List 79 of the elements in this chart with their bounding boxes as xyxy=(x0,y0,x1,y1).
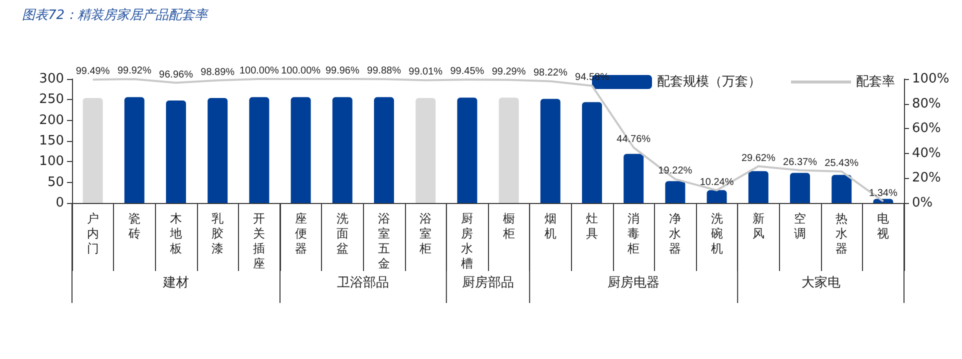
data-label: 100.00% xyxy=(281,66,321,76)
bar xyxy=(540,98,560,203)
x-tick-label: 灶具 xyxy=(586,212,598,240)
data-label: 10.24% xyxy=(700,176,734,188)
bar xyxy=(582,102,602,203)
x-tick-label: 新风 xyxy=(752,212,764,240)
x-tick-label: 洗碗机 xyxy=(710,212,723,256)
data-label: 99.29% xyxy=(492,66,526,78)
x-tick-label: 热水器 xyxy=(836,212,848,256)
bar xyxy=(332,97,352,203)
x-tick-label: 木地板 xyxy=(169,212,182,256)
bar xyxy=(124,97,144,203)
data-label: 99.92% xyxy=(117,66,152,77)
data-label: 25.43% xyxy=(824,158,859,169)
y2-tick-label: 20% xyxy=(912,170,941,186)
bar xyxy=(166,100,186,203)
data-label: 99.45% xyxy=(450,66,484,78)
data-label: 99.49% xyxy=(76,66,110,78)
bar xyxy=(498,98,519,203)
y-tick-label: 50 xyxy=(47,174,64,190)
text: 建材 xyxy=(162,276,189,290)
bar xyxy=(290,97,311,203)
bar xyxy=(208,98,228,203)
x-tick-label: 橱柜 xyxy=(502,212,515,240)
x-tick-label: 户内门 xyxy=(86,212,99,256)
x-tick-label: 净水器 xyxy=(669,212,682,256)
y-tick-label: 300 xyxy=(39,72,64,86)
bar xyxy=(790,172,810,203)
x-tick-label: 浴室五金 xyxy=(378,212,390,270)
bar xyxy=(748,171,768,203)
text: 厨房电器 xyxy=(608,274,660,290)
x-tick-label: 厨房水槽 xyxy=(461,212,474,270)
y2-tick-label: 40% xyxy=(912,146,941,161)
bar xyxy=(624,154,644,203)
x-tick-label: 电视 xyxy=(877,212,890,240)
bar xyxy=(832,174,852,203)
data-label: 99.96% xyxy=(325,66,360,77)
data-label: 96.96% xyxy=(159,69,194,80)
y2-tick-label: 80% xyxy=(912,96,941,112)
data-label: 99.88% xyxy=(367,66,402,77)
x-tick-label: 洗面盆 xyxy=(336,212,348,256)
data-label: 44.76% xyxy=(616,134,651,145)
text: 厨房部品 xyxy=(462,274,514,290)
legend-label: 配套规模（万套） xyxy=(657,74,761,90)
data-label: 29.62% xyxy=(741,152,776,164)
x-tick-label: 空调 xyxy=(794,212,806,240)
bar xyxy=(82,98,103,203)
y-tick-label: 0 xyxy=(56,196,64,210)
data-label: 100.00% xyxy=(239,66,280,76)
data-label: 1.34% xyxy=(869,188,898,199)
bar xyxy=(249,97,270,203)
x-tick-label: 烟机 xyxy=(544,212,556,240)
x-tick-label: 浴室柜 xyxy=(418,212,432,256)
data-label: 19.22% xyxy=(658,166,692,177)
data-label: 98.22% xyxy=(533,68,568,79)
bar xyxy=(665,181,686,203)
y2-tick-label: 60% xyxy=(912,121,941,136)
x-tick-label: 开关插座 xyxy=(253,212,266,270)
text: 卫浴部品 xyxy=(337,276,390,290)
y-tick-label: 100 xyxy=(39,154,64,170)
legend-label: 配套率 xyxy=(856,74,895,90)
x-tick-label: 瓷砖 xyxy=(127,212,140,240)
data-label: 98.89% xyxy=(200,66,235,78)
y-tick-label: 200 xyxy=(39,112,64,128)
data-label: 99.01% xyxy=(408,66,443,78)
x-tick-label: 消毒柜 xyxy=(626,212,640,256)
y-tick-label: 250 xyxy=(39,92,64,108)
y-tick-label: 150 xyxy=(39,134,64,148)
chart-title: 图表72：精装房家居产品配套率 xyxy=(22,7,208,24)
y2-tick-label: 0% xyxy=(912,196,933,210)
x-tick-label: 乳胶漆 xyxy=(212,212,224,256)
y2-tick-label: 100% xyxy=(912,72,950,86)
text: 大家电 xyxy=(801,274,840,290)
x-tick-label: 座便器 xyxy=(294,212,307,256)
bar xyxy=(374,97,394,203)
bar xyxy=(706,190,727,203)
bar xyxy=(416,98,436,203)
data-label: 26.37% xyxy=(783,156,818,168)
bar xyxy=(457,98,478,203)
